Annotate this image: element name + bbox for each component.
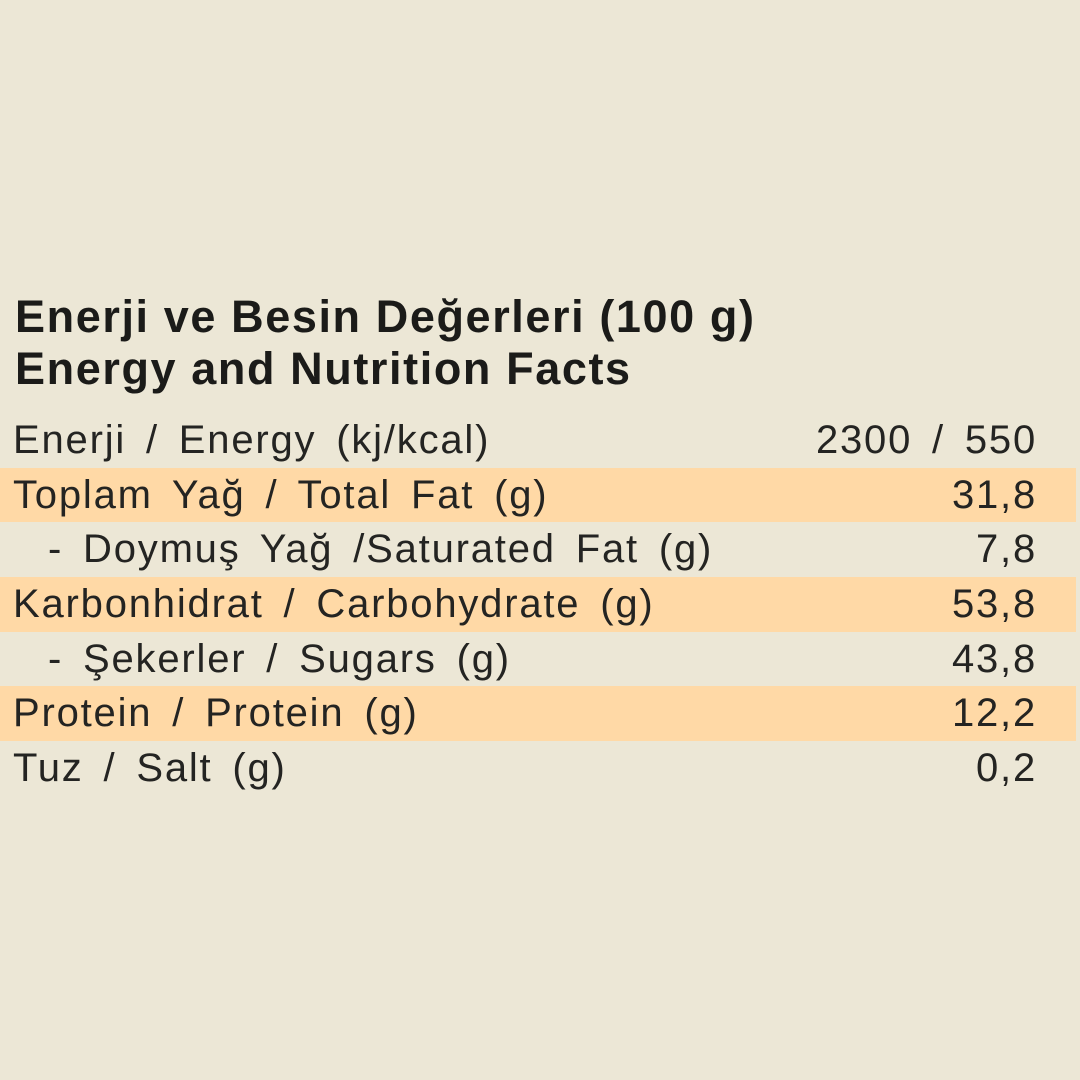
nutrient-value: 12,2 — [951, 691, 1037, 736]
nutrient-value: 0,2 — [975, 745, 1037, 790]
nutrition-row: Toplam Yağ / Total Fat (g) 31,8 — [0, 467, 1076, 523]
nutrient-value: 2300 / 550 — [815, 417, 1037, 462]
nutrient-value: 31,8 — [951, 472, 1037, 517]
nutrient-value: 7,8 — [975, 527, 1037, 572]
nutrient-label: Enerji / Energy (kj/kcal) — [13, 417, 491, 462]
nutrient-label: Toplam Yağ / Total Fat (g) — [13, 472, 549, 517]
nutrient-label: Protein / Protein (g) — [13, 691, 419, 736]
nutrient-label: Tuz / Salt (g) — [13, 745, 287, 790]
label-title: Enerji ve Besin Değerleri (100 g) Energy… — [15, 291, 756, 395]
nutrition-row: Protein / Protein (g) 12,2 — [0, 686, 1076, 742]
nutrition-row: Enerji / Energy (kj/kcal) 2300 / 550 — [0, 413, 1076, 468]
nutrition-row: - Şekerler / Sugars (g) 43,8 — [0, 632, 1076, 687]
nutrition-row: - Doymuş Yağ /Saturated Fat (g) 7,8 — [0, 522, 1076, 577]
nutrient-value: 43,8 — [951, 636, 1037, 681]
nutrient-value: 53,8 — [951, 581, 1037, 626]
nutrition-row: Tuz / Salt (g) 0,2 — [0, 741, 1076, 796]
label-title-line1: Enerji ve Besin Değerleri (100 g) — [15, 291, 756, 342]
nutrient-label: - Şekerler / Sugars (g) — [48, 636, 511, 681]
nutrition-row: Karbonhidrat / Carbohydrate (g) 53,8 — [0, 577, 1076, 632]
nutrient-label: - Doymuş Yağ /Saturated Fat (g) — [48, 527, 714, 572]
nutrition-table: Enerji / Energy (kj/kcal) 2300 / 550 Top… — [0, 413, 1076, 796]
label-title-line2: Energy and Nutrition Facts — [15, 343, 632, 394]
nutrient-label: Karbonhidrat / Carbohydrate (g) — [13, 581, 655, 626]
